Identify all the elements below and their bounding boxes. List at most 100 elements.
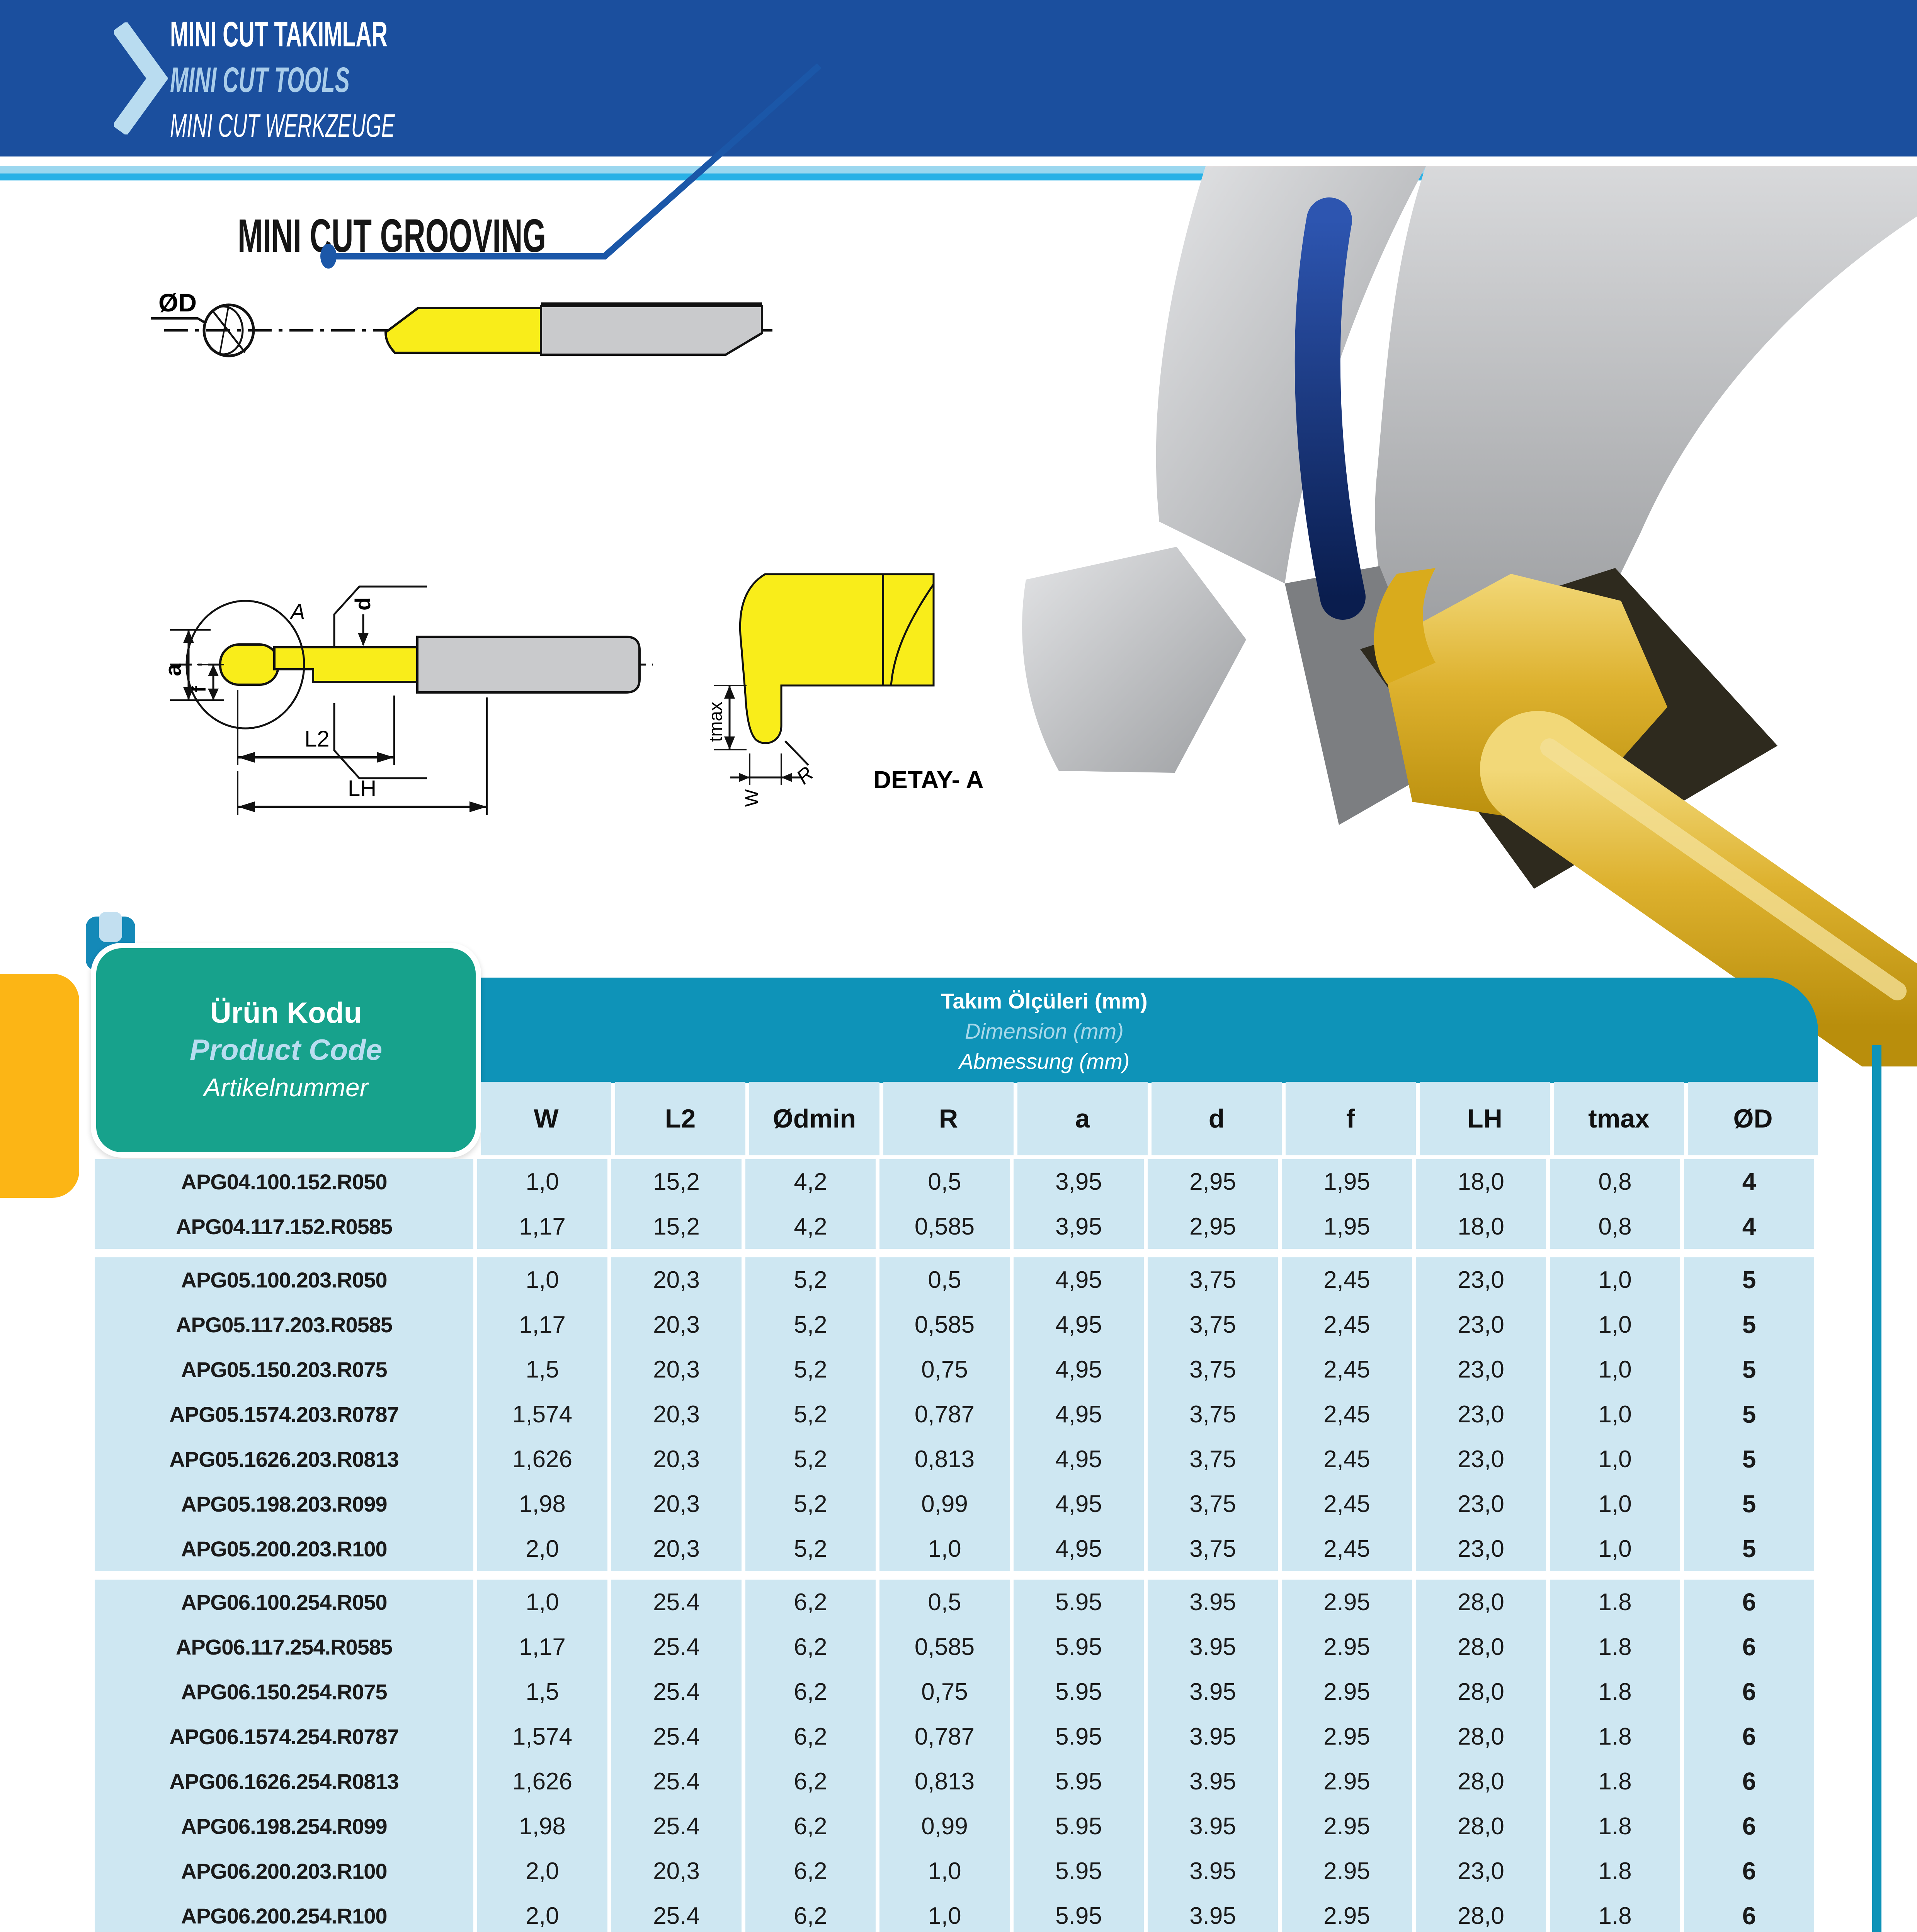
page-edge-tab (0, 974, 79, 1198)
value-cell: 20,3 (611, 1257, 742, 1302)
value-cell: 3,95 (1014, 1159, 1144, 1204)
value-cell: 5 (1684, 1257, 1814, 1302)
value-cell: 25.4 (611, 1669, 742, 1714)
column-f: 2.95 2.95 2.95 2.95 2.95 2.95 2.95 2.95 (1282, 1580, 1412, 1932)
product-code: APG05.1574.203.R0787 (95, 1392, 473, 1437)
value-cell: 0,5 (879, 1580, 1010, 1624)
value-cell: 20,3 (611, 1849, 742, 1893)
product-code: APG06.150.254.R075 (95, 1669, 473, 1714)
value-cell: 6 (1684, 1580, 1814, 1624)
value-cell: 4,95 (1014, 1257, 1144, 1302)
value-cell: 18,0 (1416, 1204, 1546, 1249)
value-cell: 2.95 (1282, 1580, 1412, 1624)
value-cell: 5 (1684, 1437, 1814, 1481)
value-cell: 4,95 (1014, 1437, 1144, 1481)
value-cell: 0,787 (879, 1714, 1010, 1759)
value-cell: 0,5 (879, 1257, 1010, 1302)
value-cell: 2,0 (477, 1849, 607, 1893)
value-cell: 15,2 (611, 1204, 742, 1249)
value-cell: 3,75 (1148, 1257, 1278, 1302)
value-cell: 6,2 (745, 1804, 876, 1849)
value-cell: 5.95 (1014, 1624, 1144, 1669)
value-cell: 0,8 (1550, 1204, 1680, 1249)
value-cell: 0,75 (879, 1669, 1010, 1714)
page-edge-strip (1872, 1045, 1881, 1932)
value-cell: 23,0 (1416, 1302, 1546, 1347)
value-cell: 0,75 (879, 1347, 1010, 1392)
value-cell: 6,2 (745, 1669, 876, 1714)
column-header-W: W (481, 1082, 611, 1155)
product-code: APG06.1626.254.R0813 (95, 1759, 473, 1804)
dimension-header: Takım Ölçüleri (mm) Dimension (mm) Abmes… (270, 986, 1818, 1077)
table-header-bar (270, 978, 1818, 1083)
value-cell: 28,0 (1416, 1580, 1546, 1624)
value-cell: 4,2 (745, 1204, 876, 1249)
value-cell: 6,2 (745, 1580, 876, 1624)
column-f: 2,45 2,45 2,45 2,45 2,45 2,45 2,45 (1282, 1257, 1412, 1571)
table-group-3: APG06.100.254.R050 APG06.117.254.R0585 APG… (95, 1580, 1814, 1932)
value-cell: 5 (1684, 1526, 1814, 1571)
value-cell: 2,45 (1282, 1481, 1412, 1526)
value-cell: 23,0 (1416, 1257, 1546, 1302)
value-cell: 5,2 (745, 1481, 876, 1526)
value-cell: 23,0 (1416, 1481, 1546, 1526)
value-cell: 5.95 (1014, 1849, 1144, 1893)
value-cell: 3.95 (1148, 1849, 1278, 1893)
value-cell: 4,95 (1014, 1526, 1144, 1571)
dim-w-label: W (742, 789, 762, 807)
value-cell: 28,0 (1416, 1759, 1546, 1804)
value-cell: 5 (1684, 1392, 1814, 1437)
clip-icon-inner (99, 912, 122, 942)
value-cell: 4,95 (1014, 1347, 1144, 1392)
value-cell: 5,2 (745, 1257, 876, 1302)
value-cell: 3.95 (1148, 1714, 1278, 1759)
value-cell: 5.95 (1014, 1804, 1144, 1849)
value-cell: 2,45 (1282, 1437, 1412, 1481)
value-cell: 2,95 (1148, 1159, 1278, 1204)
product-code: APG04.100.152.R050 (95, 1159, 473, 1204)
dim-r-label: R (792, 762, 818, 789)
column-R: 0,5 0,585 0,75 0,787 0,813 0,99 1,0 (879, 1257, 1010, 1571)
value-cell: 1,5 (477, 1669, 607, 1714)
value-cell: 1,0 (1550, 1526, 1680, 1571)
dim-f-label: f (188, 686, 210, 692)
value-cell: 1.8 (1550, 1759, 1680, 1804)
value-cell: 6 (1684, 1669, 1814, 1714)
code-header-tr: Ürün Kodu (210, 997, 362, 1029)
column-R: 0,5 0,585 (879, 1159, 1010, 1249)
value-cell: 6 (1684, 1759, 1814, 1804)
column-d: 3.95 3.95 3.95 3.95 3.95 3.95 3.95 3.95 (1148, 1580, 1278, 1932)
value-cell: 5.95 (1014, 1893, 1144, 1932)
dim-lh-label: LH (348, 776, 376, 801)
value-cell: 1,0 (879, 1526, 1010, 1571)
column-a: 5.95 5.95 5.95 5.95 5.95 5.95 5.95 5.95 (1014, 1580, 1144, 1932)
value-cell: 2,0 (477, 1526, 607, 1571)
value-cell: 3.95 (1148, 1669, 1278, 1714)
value-cell: 2.95 (1282, 1669, 1412, 1714)
value-cell: 1,0 (879, 1893, 1010, 1932)
value-cell: 4,95 (1014, 1481, 1144, 1526)
value-cell: 0,813 (879, 1759, 1010, 1804)
column-W: 1,0 1,17 (477, 1159, 607, 1249)
product-code-column: APG05.100.203.R050 APG05.117.203.R0585 APG… (95, 1257, 473, 1571)
value-cell: 1,0 (477, 1257, 607, 1302)
value-cell: 2,0 (477, 1893, 607, 1932)
column-a: 3,95 3,95 (1014, 1159, 1144, 1249)
code-header-en: Product Code (189, 1034, 383, 1066)
product-code-header-panel: Ürün Kodu Product Code Artikelnummer (91, 943, 481, 1158)
value-cell: 1.8 (1550, 1893, 1680, 1932)
column-tmax: 1,0 1,0 1,0 1,0 1,0 1,0 1,0 (1550, 1257, 1680, 1571)
column-Ødmin: 6,2 6,2 6,2 6,2 6,2 6,2 6,2 6,2 (745, 1580, 876, 1932)
dim-tmax-label: tmax (706, 702, 726, 742)
value-cell: 1,5 (477, 1347, 607, 1392)
column-LH: 23,0 23,0 23,0 23,0 23,0 23,0 23,0 (1416, 1257, 1546, 1571)
value-cell: 20,3 (611, 1481, 742, 1526)
value-cell: 6,2 (745, 1893, 876, 1932)
column-d: 3,75 3,75 3,75 3,75 3,75 3,75 3,75 (1148, 1257, 1278, 1571)
value-cell: 5,2 (745, 1392, 876, 1437)
value-cell: 1,0 (879, 1849, 1010, 1893)
column-R: 0,5 0,585 0,75 0,787 0,813 0,99 1,0 1,0 (879, 1580, 1010, 1932)
value-cell: 25.4 (611, 1893, 742, 1932)
value-cell: 25.4 (611, 1804, 742, 1849)
front-view-diagram: ØD (151, 288, 777, 357)
